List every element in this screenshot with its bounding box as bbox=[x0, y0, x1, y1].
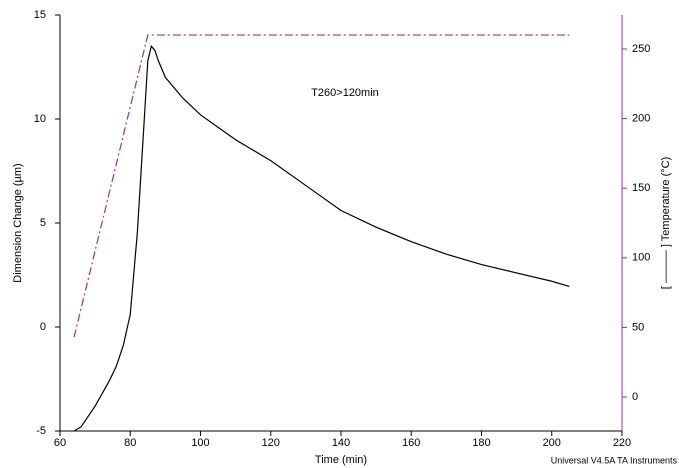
x-tick-label: 200 bbox=[543, 437, 561, 449]
y2-tick-label: 50 bbox=[632, 321, 644, 333]
y2-axis-label: [ ——— ] Temperature (°C) bbox=[660, 157, 672, 290]
data-line bbox=[73, 44, 570, 432]
y-tick-label: 10 bbox=[34, 113, 46, 125]
y-tick-label: 0 bbox=[40, 321, 46, 333]
x-tick-label: 160 bbox=[402, 437, 420, 449]
y2-tick-label: 200 bbox=[632, 112, 650, 124]
x-tick-label: 220 bbox=[613, 437, 631, 449]
x-tick-label: 80 bbox=[124, 437, 136, 449]
y-tick-label: -5 bbox=[36, 425, 46, 437]
y2-tick-label: 150 bbox=[632, 182, 650, 194]
x-axis-label: Time (min) bbox=[315, 454, 367, 466]
x-tick-label: 60 bbox=[54, 437, 66, 449]
y2-tick-label: 100 bbox=[632, 252, 650, 264]
annotation: T260>120min bbox=[311, 87, 379, 99]
y-tick-label: 15 bbox=[34, 9, 46, 21]
x-tick-label: 180 bbox=[472, 437, 490, 449]
footer: Universal V4.5A TA Instruments bbox=[551, 455, 678, 465]
y-tick-label: 5 bbox=[40, 217, 46, 229]
x-tick-label: 120 bbox=[262, 437, 280, 449]
y-axis-label: Dimension Change (µm) bbox=[12, 163, 24, 282]
data-line bbox=[73, 34, 570, 338]
y2-tick-label: 0 bbox=[632, 391, 638, 403]
x-tick-label: 100 bbox=[191, 437, 209, 449]
y2-tick-label: 250 bbox=[632, 43, 650, 55]
x-tick-label: 140 bbox=[332, 437, 350, 449]
